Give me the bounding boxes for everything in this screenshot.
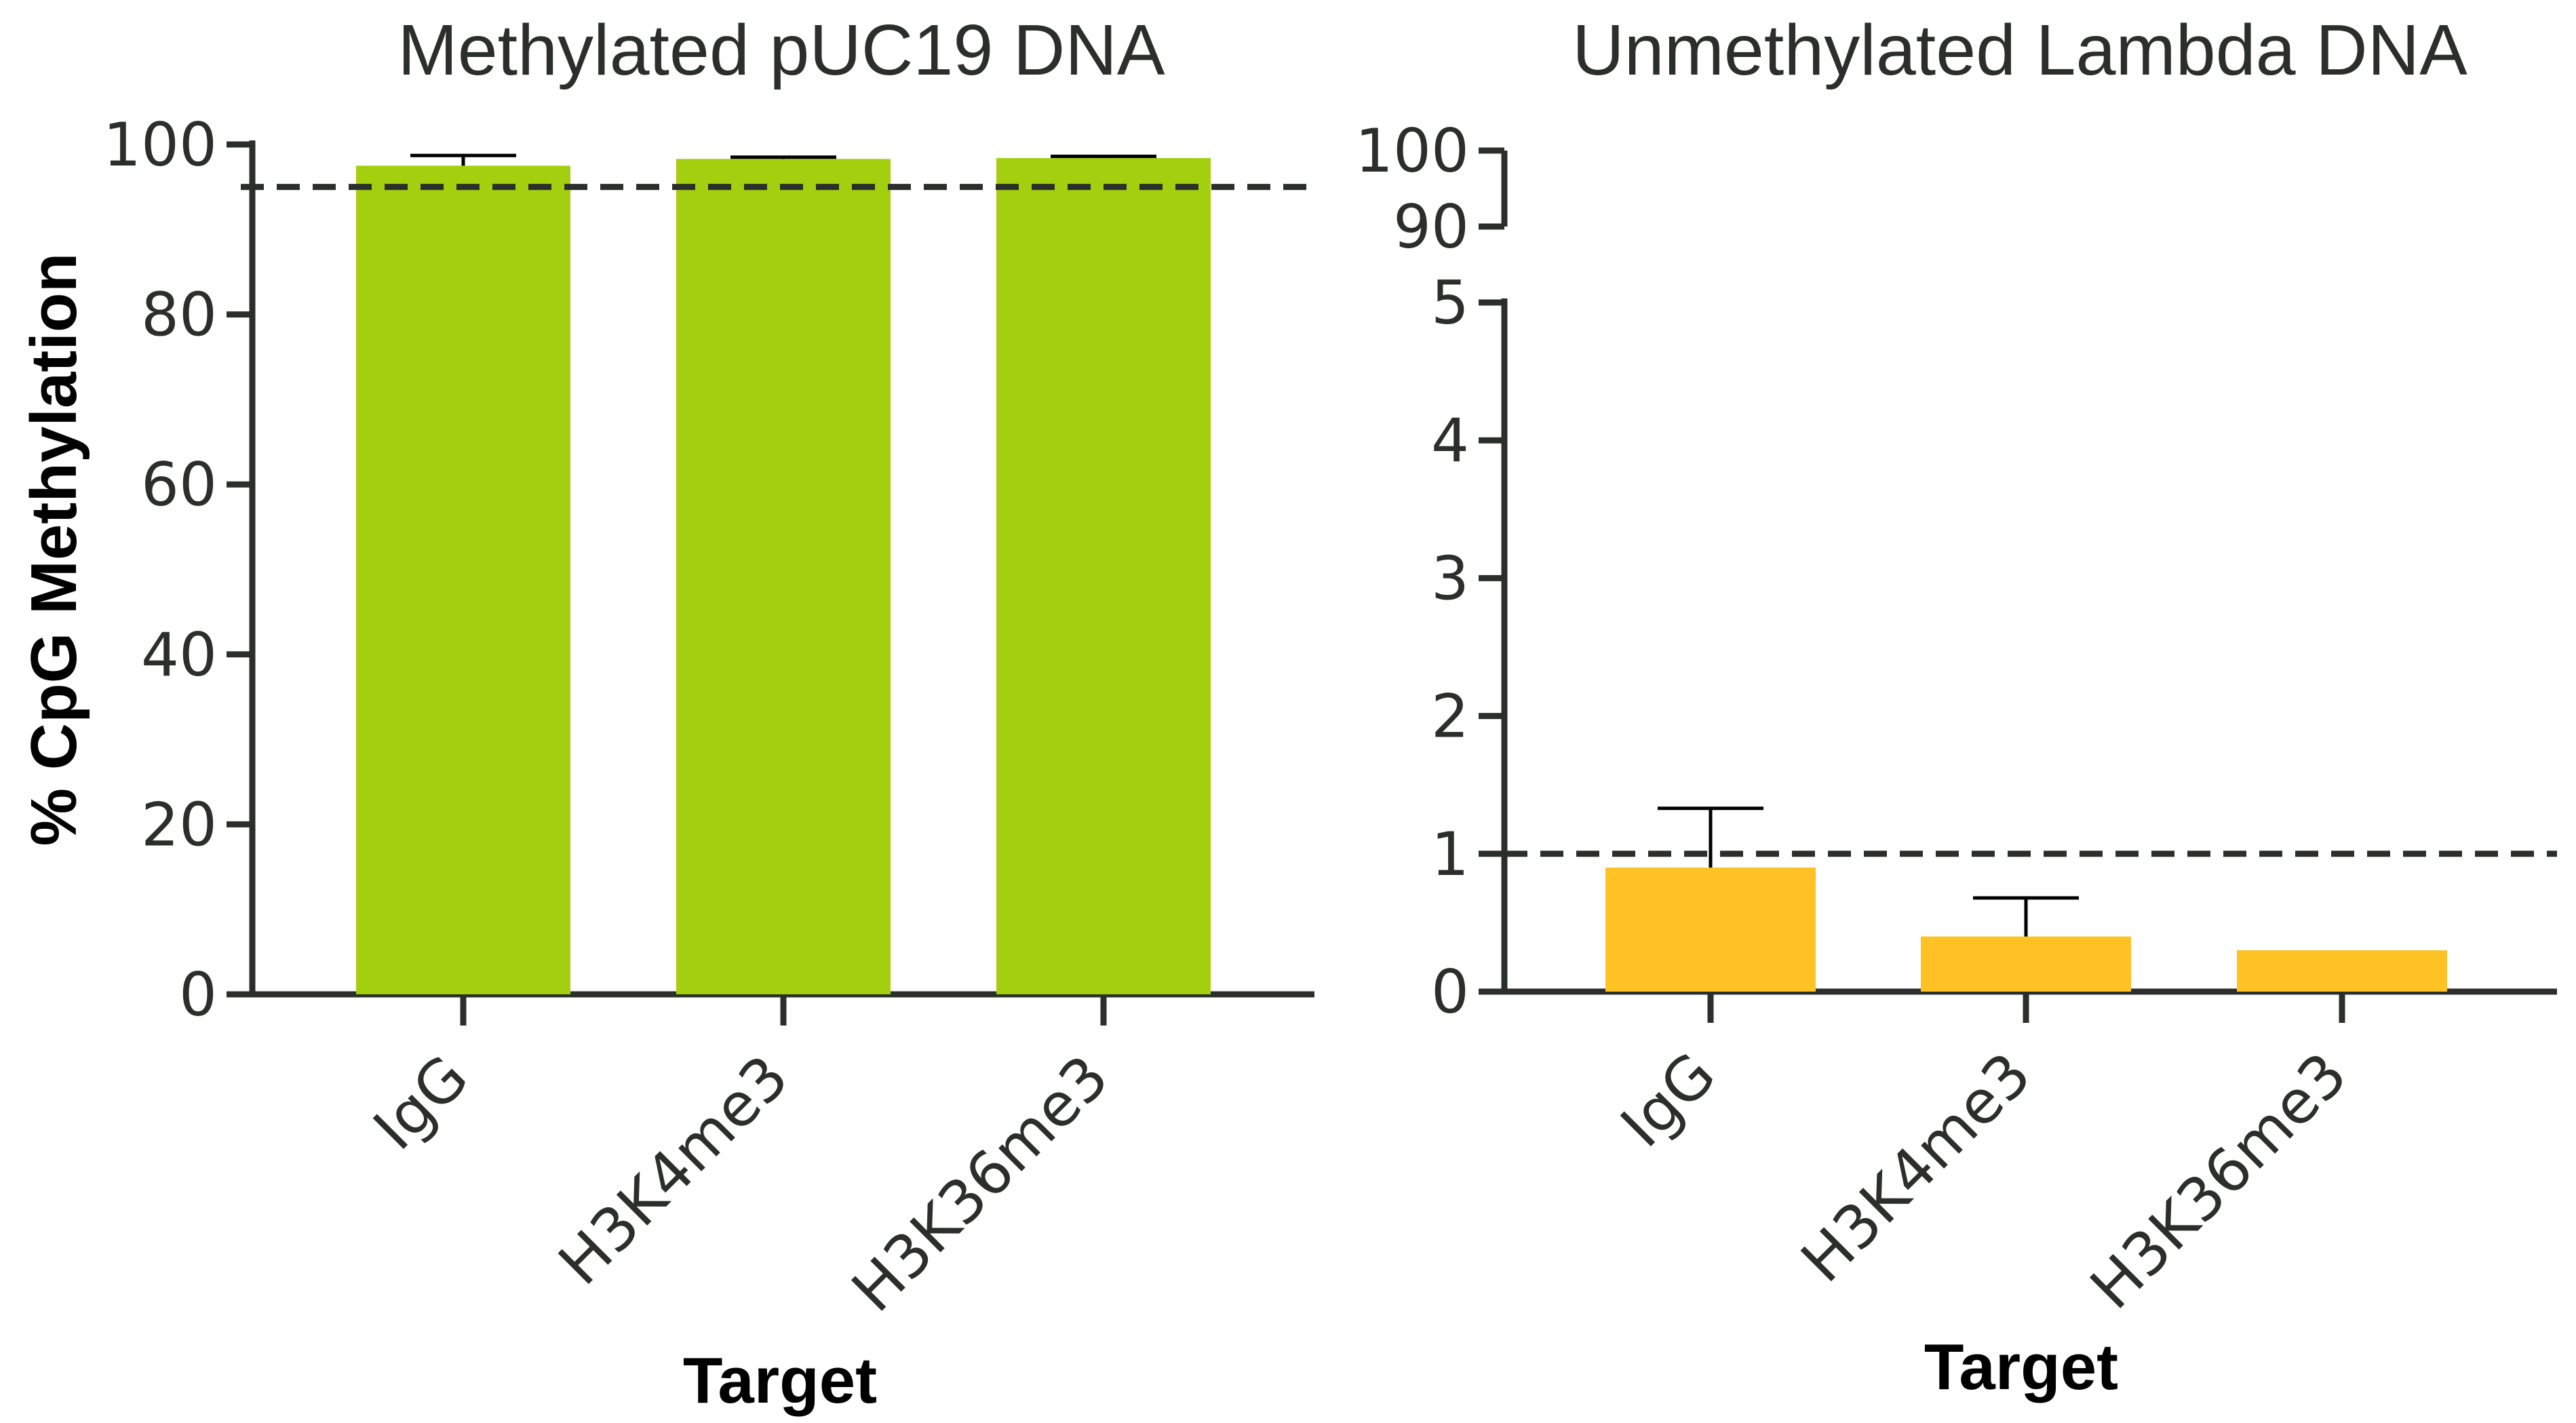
y-tick-label: 100: [103, 110, 217, 180]
y-tick-label: 20: [141, 790, 217, 859]
bar: [676, 159, 891, 994]
y-axis-title: % CpG Methylation: [18, 253, 90, 846]
y-tick-label: 40: [141, 620, 217, 690]
bar: [2237, 950, 2447, 992]
category-label: H3K36me3: [2077, 1039, 2360, 1323]
category-label: IgG: [1607, 1039, 1729, 1161]
y-tick-label: 4: [1431, 406, 1469, 475]
bar: [356, 165, 570, 995]
x-axis-title: Target: [1924, 1331, 2118, 1403]
bar: [1605, 868, 1816, 992]
y-tick-label: 0: [179, 960, 217, 1030]
chart-unmethylated-lambda: Unmethylated Lambda DNA 0 1 2 3 4 5 IgG H3K4me3…: [1355, 10, 2557, 1403]
y-tick-label: 80: [141, 280, 217, 350]
y-tick-label: 90: [1393, 192, 1469, 262]
category-label: H3K36me3: [838, 1042, 1122, 1325]
x-axis-title: Target: [683, 1344, 877, 1417]
bar: [1921, 936, 2131, 992]
chart-title: Unmethylated Lambda DNA: [1572, 10, 2467, 90]
category-label: H3K4me3: [1788, 1039, 2044, 1295]
plot-area: 0 20 40 60 80 100 IgG H3K4me3 H3K36me3: [103, 110, 1317, 1325]
bar: [996, 158, 1211, 995]
y-tick-label: 5: [1431, 268, 1469, 338]
y-tick-label: 100: [1355, 116, 1469, 186]
category-label: H3K4me3: [545, 1042, 802, 1298]
y-tick-label: 3: [1431, 543, 1469, 613]
category-label: IgG: [360, 1042, 482, 1163]
chart-methylated-puc19: Methylated pUC19 DNA 0 20 40 60 80 100 IgG H3K4…: [103, 10, 1317, 1417]
y-tick-label: 1: [1431, 819, 1469, 889]
chart-title: Methylated pUC19 DNA: [397, 10, 1165, 90]
y-tick-label: 0: [1431, 957, 1469, 1027]
y-tick-label: 60: [141, 450, 217, 520]
y-tick-label: 2: [1431, 682, 1469, 752]
